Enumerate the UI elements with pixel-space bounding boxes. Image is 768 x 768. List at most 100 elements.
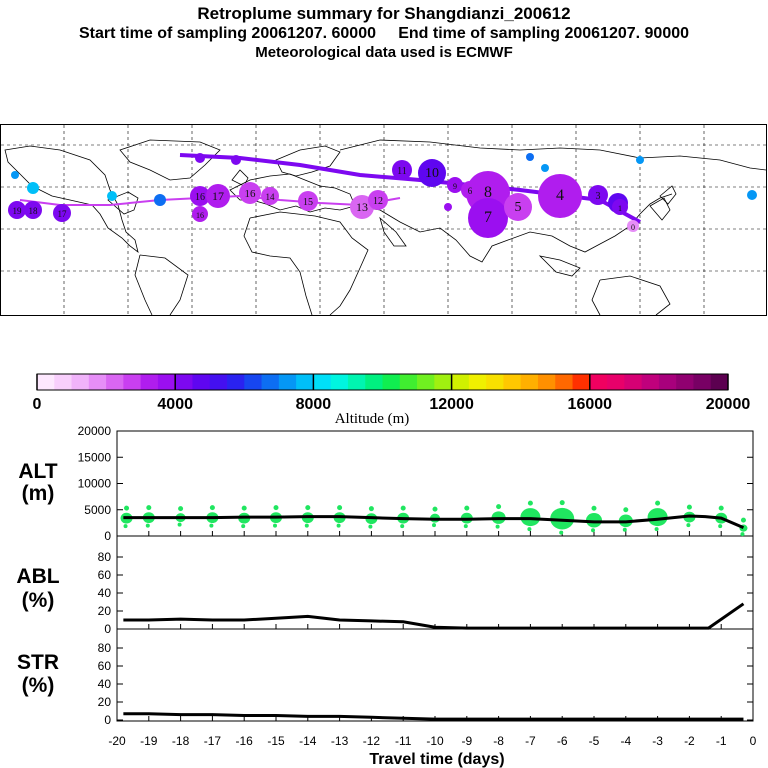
x-tick-label: 0 <box>750 734 757 748</box>
x-axis-label: Travel time (days) <box>369 751 504 768</box>
plume-dot <box>541 164 549 172</box>
plume-cluster-circle <box>24 201 42 219</box>
y-tick-label: 10000 <box>78 477 112 491</box>
abl-unit: (%) <box>22 589 55 612</box>
colorbar-cell <box>451 374 470 390</box>
plume-cluster-circle <box>538 174 582 218</box>
plume-cluster-label: 3 <box>596 191 601 202</box>
plume-cluster-circle <box>350 195 374 219</box>
plume-cluster: 12 <box>368 190 388 210</box>
colorbar-tick-label: 12000 <box>429 396 474 413</box>
map-frame <box>0 124 767 316</box>
plume-cluster: 6 <box>461 181 479 199</box>
plume-cluster: 17 <box>206 184 230 208</box>
colorbar-cell <box>537 374 556 390</box>
x-tick-label: -15 <box>267 734 285 748</box>
colorbar-cell <box>658 374 677 390</box>
colorbar-cell <box>261 374 280 390</box>
colorbar-cell <box>37 374 55 390</box>
colorbar-cell <box>330 374 349 390</box>
colorbar-cell <box>520 374 539 390</box>
alt-label: ALT <box>18 460 57 483</box>
y-tick-label: 20000 <box>78 424 112 438</box>
plume-cluster-label: 10 <box>425 166 439 181</box>
plume-cluster-circle <box>239 182 261 204</box>
x-tick-label: -9 <box>461 734 472 748</box>
alt-plume-point-small <box>400 505 406 511</box>
plume-cluster: 16 <box>239 182 261 204</box>
x-tick-label: -11 <box>395 734 412 748</box>
alt-plume-point <box>647 508 668 527</box>
plume-cluster: 14 <box>261 187 279 205</box>
x-tick-label: -14 <box>299 734 317 748</box>
alt-plume-points <box>120 500 748 537</box>
alt-plume-point-small <box>368 524 373 529</box>
plume-track <box>19 153 641 224</box>
plume-cluster: 9 <box>447 177 463 193</box>
alt-plume-point <box>238 512 251 524</box>
colorbar-cell <box>676 374 694 390</box>
plume-cluster-label: 17 <box>212 189 224 203</box>
plume-cluster-circle <box>418 159 446 187</box>
colorbar-cell <box>624 374 643 390</box>
plume-cluster: 15 <box>298 191 318 211</box>
met-data-line: Meteorological data used is ECMWF <box>255 44 513 61</box>
alt-plume-point <box>491 511 506 524</box>
plume-cluster: 18 <box>24 201 42 219</box>
colorbar-cell <box>227 374 245 390</box>
alt-plume-point <box>586 513 602 528</box>
alt-plume-point-small <box>718 505 724 511</box>
colorbar-cell <box>54 374 72 390</box>
alt-plume-point-small <box>432 523 436 528</box>
plume-cluster: 4 <box>538 174 582 218</box>
alt-plume-point-small <box>145 523 150 528</box>
x-tick-label: -5 <box>589 734 600 748</box>
colorbar-cell <box>417 374 435 390</box>
colorbar-cell <box>347 374 366 390</box>
plume-dot <box>11 171 19 179</box>
colorbar-cell <box>503 374 522 390</box>
plume-dot <box>444 203 452 211</box>
y-tick-label: 15000 <box>78 450 112 464</box>
abl-label: ABL <box>16 565 59 588</box>
alt-plume-point-small <box>178 506 184 512</box>
colorbar-frame <box>36 373 729 391</box>
plume-dot <box>231 155 241 165</box>
alt-plume-point-small <box>527 527 532 532</box>
colorbar-cell <box>468 374 487 390</box>
alt-plume-point-small <box>305 505 311 511</box>
alt-plume-point-small <box>124 505 130 511</box>
x-tick-label: -7 <box>525 734 536 748</box>
colorbar-cell <box>382 374 401 390</box>
plume-dot <box>636 156 644 164</box>
alt-plume-point-small <box>241 524 246 529</box>
alt-plume-point <box>618 514 633 528</box>
colorbar-cell <box>607 374 625 390</box>
alt-plume-point-small <box>432 506 438 512</box>
plume-cluster-label: 13 <box>356 200 368 214</box>
plume-cluster-label: 0 <box>631 223 635 232</box>
alt-plume-point-small <box>654 527 659 532</box>
plume-dot <box>262 190 274 202</box>
plume-cluster-label: 15 <box>303 197 313 208</box>
alt-plume-point-small <box>273 505 279 511</box>
y-tick-label: 0 <box>104 713 111 727</box>
alt-plume-point <box>460 512 473 524</box>
colorbar-cell <box>106 374 124 390</box>
colorbar-cell <box>278 374 297 390</box>
plume-cluster: 0 <box>627 220 639 232</box>
x-tick-label: -18 <box>172 734 190 748</box>
plume-dot <box>154 194 166 206</box>
alt-plume-point-small <box>559 500 565 506</box>
plume-cluster-label: 14 <box>266 192 276 202</box>
plume-cluster-label: 16 <box>245 188 257 200</box>
plume-cluster-circle <box>504 193 532 221</box>
map-gridlines <box>1 125 767 315</box>
colorbar-cell <box>313 374 332 390</box>
alt-plume-point-small <box>623 507 629 513</box>
alt-plume-point-small <box>559 530 564 535</box>
